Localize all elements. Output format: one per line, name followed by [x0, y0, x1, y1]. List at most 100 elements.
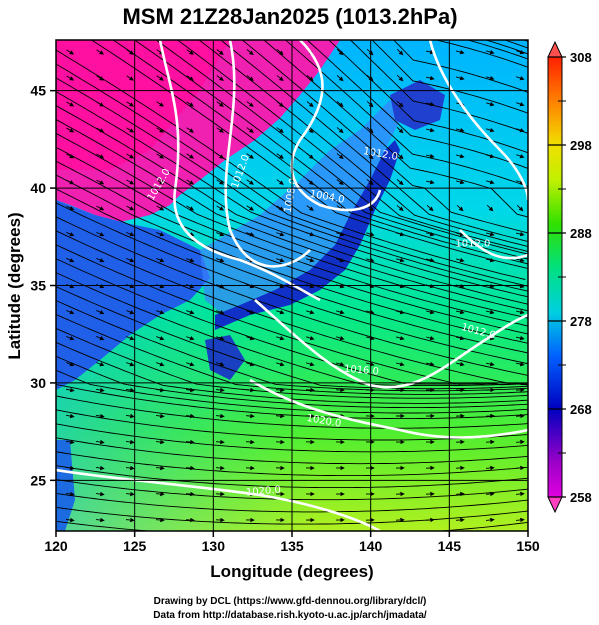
wind-arrow [156, 232, 165, 237]
wind-arrow [186, 127, 194, 133]
wind-arrow [185, 413, 195, 419]
streamline [220, 40, 528, 242]
wind-arrow [95, 387, 105, 393]
y-tick-label: 25 [30, 472, 46, 488]
wind-arrow [96, 257, 105, 263]
wind-arrow [216, 361, 225, 367]
wind-arrow [186, 101, 194, 107]
isobar-line [459, 229, 528, 260]
wind-arrow [366, 127, 374, 134]
wind-arrow [396, 231, 405, 237]
wind-arrow [336, 153, 344, 160]
wind-arrow [96, 231, 105, 237]
wind-arrow [486, 101, 495, 107]
streamline [56, 202, 528, 365]
streamline [284, 40, 528, 188]
y-tick-label: 35 [30, 278, 46, 294]
wind-arrow [336, 101, 344, 108]
wind-arrow [516, 127, 525, 133]
wind-arrow [336, 257, 345, 263]
streamline [56, 395, 528, 429]
wind-arrow [125, 491, 135, 497]
wind-arrow [396, 205, 404, 212]
wind-arrow [396, 309, 405, 315]
streamline [133, 40, 528, 260]
wind-arrow [515, 465, 525, 471]
x-tick-label: 145 [438, 538, 462, 554]
wind-arrow [216, 335, 225, 341]
streamline [56, 77, 528, 292]
wind-arrow [66, 336, 75, 341]
wind-arrow [426, 49, 435, 55]
wind-arrow [336, 361, 345, 367]
wind-arrow [456, 361, 465, 367]
wind-arrow [456, 204, 464, 212]
wind-arrow [516, 179, 525, 185]
wind-arrow [306, 231, 315, 237]
wind-arrow [65, 439, 75, 445]
wind-arrow [486, 257, 495, 263]
wind-arrow [426, 361, 435, 367]
wind-arrow [156, 310, 165, 315]
wind-arrow [185, 491, 195, 497]
wind-arrow [276, 205, 284, 211]
wind-arrow [486, 127, 495, 133]
streamline [155, 40, 528, 255]
streamline [56, 520, 528, 531]
wind-arrow [156, 153, 165, 159]
streamline [56, 63, 528, 287]
streamline [56, 188, 528, 354]
wind-arrow [426, 75, 435, 81]
wind-arrow [306, 205, 314, 211]
streamline [56, 506, 528, 525]
wind-arrow [485, 361, 495, 367]
streamline [484, 40, 528, 55]
colorbar-extend-max [547, 40, 563, 58]
wind-arrow [126, 336, 135, 341]
wind-arrow [366, 100, 374, 108]
wind-arrow [245, 413, 255, 419]
wind-arrow [486, 153, 495, 159]
wind-arrow [246, 361, 255, 367]
wind-arrow [306, 257, 315, 263]
wind-arrow [216, 258, 225, 263]
wind-arrow [426, 257, 435, 263]
streamline [56, 132, 528, 319]
chart-title: MSM 21Z28Jan2025 (1013.2hPa) [122, 4, 457, 29]
streamline [56, 465, 528, 489]
streamline [516, 30, 539, 38]
streamline [371, 40, 528, 114]
wind-arrow [485, 517, 495, 523]
streamline [56, 286, 528, 390]
streamline [56, 369, 528, 414]
wind-arrow [96, 153, 105, 159]
x-tick-label: 130 [202, 538, 226, 554]
wind-arrow [156, 361, 165, 367]
wind-arrow [366, 335, 375, 341]
wind-arrow [186, 361, 195, 367]
wind-arrow [186, 75, 194, 81]
streamline [56, 146, 528, 327]
x-axis-label: Longitude (degrees) [210, 562, 373, 581]
wind-arrow [426, 127, 435, 133]
wind-arrow [96, 101, 105, 107]
wind-arrow [246, 205, 254, 211]
colorbar-tick-label: 268 [570, 402, 592, 417]
colorbar-tick-label: 278 [570, 314, 592, 329]
wind-arrow [516, 257, 525, 263]
wind-arrow [96, 179, 105, 185]
streamline [56, 479, 528, 501]
streamline [198, 40, 528, 247]
wind-arrow [515, 309, 525, 315]
wind-arrow [66, 231, 75, 237]
streamline [349, 40, 528, 134]
x-axis: 120 125 130 135 140 145 150 [44, 531, 540, 554]
wind-arrow [246, 75, 254, 81]
wind-arrow [126, 179, 135, 185]
wind-arrow [216, 127, 224, 133]
wind-arrow [66, 75, 75, 81]
wind-arrow [336, 309, 345, 315]
isobar-label: 1020.0 [246, 484, 282, 498]
wind-arrow [155, 491, 165, 497]
